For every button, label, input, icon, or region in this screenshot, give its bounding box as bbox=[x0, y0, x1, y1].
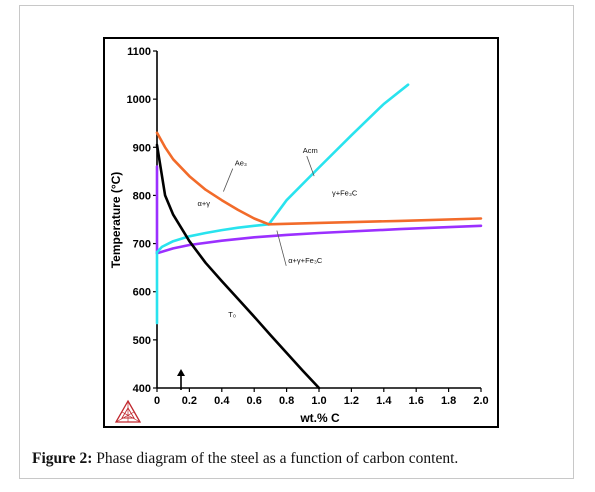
annotation-pointer bbox=[276, 230, 287, 266]
x-tick-label: 2.0 bbox=[473, 395, 488, 407]
x-tick-label: 0.2 bbox=[182, 395, 197, 407]
x-tick-label: 0.8 bbox=[279, 395, 294, 407]
x-tick-label: 1.2 bbox=[344, 395, 359, 407]
y-tick-label: 600 bbox=[133, 287, 151, 299]
axes: 400 500 600 700 800 900 1000 1100 0 0.2 0.4 0.6 0.8 1… bbox=[127, 46, 489, 407]
series-line-5 bbox=[155, 224, 483, 255]
y-tick-label: 900 bbox=[133, 142, 151, 154]
annotation-label: Ae₃ bbox=[235, 159, 247, 168]
y-tick-label: 400 bbox=[133, 383, 151, 395]
annotation-pointer bbox=[306, 155, 315, 177]
x-tick-label: 0.6 bbox=[247, 395, 262, 407]
figure-caption: Figure 2: Phase diagram of the steel as … bbox=[32, 450, 572, 468]
annotation-label: α+γ bbox=[198, 199, 211, 208]
series-group bbox=[155, 83, 483, 390]
plot-frame bbox=[103, 37, 499, 428]
y-tick-label: 500 bbox=[133, 335, 151, 347]
y-axis-title: Temperature (°C) bbox=[109, 172, 123, 269]
annotation-label: Acm bbox=[303, 146, 318, 155]
caption-text: Phase diagram of the steel as a function… bbox=[92, 450, 459, 467]
y-tick-label: 800 bbox=[133, 190, 151, 202]
series-line-0 bbox=[155, 131, 271, 226]
x-tick-label: 1.4 bbox=[376, 395, 392, 407]
software-logo-icon bbox=[114, 399, 142, 423]
series-line-7 bbox=[155, 143, 321, 390]
annotation-label: α+γ+Fe₃C bbox=[288, 256, 323, 265]
series-line-1 bbox=[267, 217, 483, 226]
annotations-group: Ae₃ Acm α+γ γ+Fe₃C α+γ+Fe₃C T₀ bbox=[198, 146, 358, 319]
y-tick-label: 1100 bbox=[127, 46, 151, 58]
x-tick-label: 0 bbox=[154, 395, 160, 407]
y-tick-label: 700 bbox=[133, 239, 151, 251]
x-tick-label: 0.4 bbox=[214, 395, 230, 407]
x-tick-label: 1.6 bbox=[409, 395, 424, 407]
annotation-label: γ+Fe₃C bbox=[332, 188, 358, 197]
x-tick-label: 1.8 bbox=[441, 395, 456, 407]
annotation-pointer bbox=[223, 168, 234, 192]
series-line-3 bbox=[155, 223, 271, 254]
annotation-label: T₀ bbox=[228, 310, 236, 319]
up-arrow-icon bbox=[177, 369, 185, 390]
figure-border bbox=[19, 5, 574, 479]
y-tick-label: 1000 bbox=[127, 94, 151, 106]
series-line-2 bbox=[267, 83, 410, 226]
caption-label: Figure 2: bbox=[32, 450, 93, 467]
x-tick-label: 1.0 bbox=[311, 395, 326, 407]
x-axis-title: wt.% C bbox=[299, 411, 340, 425]
